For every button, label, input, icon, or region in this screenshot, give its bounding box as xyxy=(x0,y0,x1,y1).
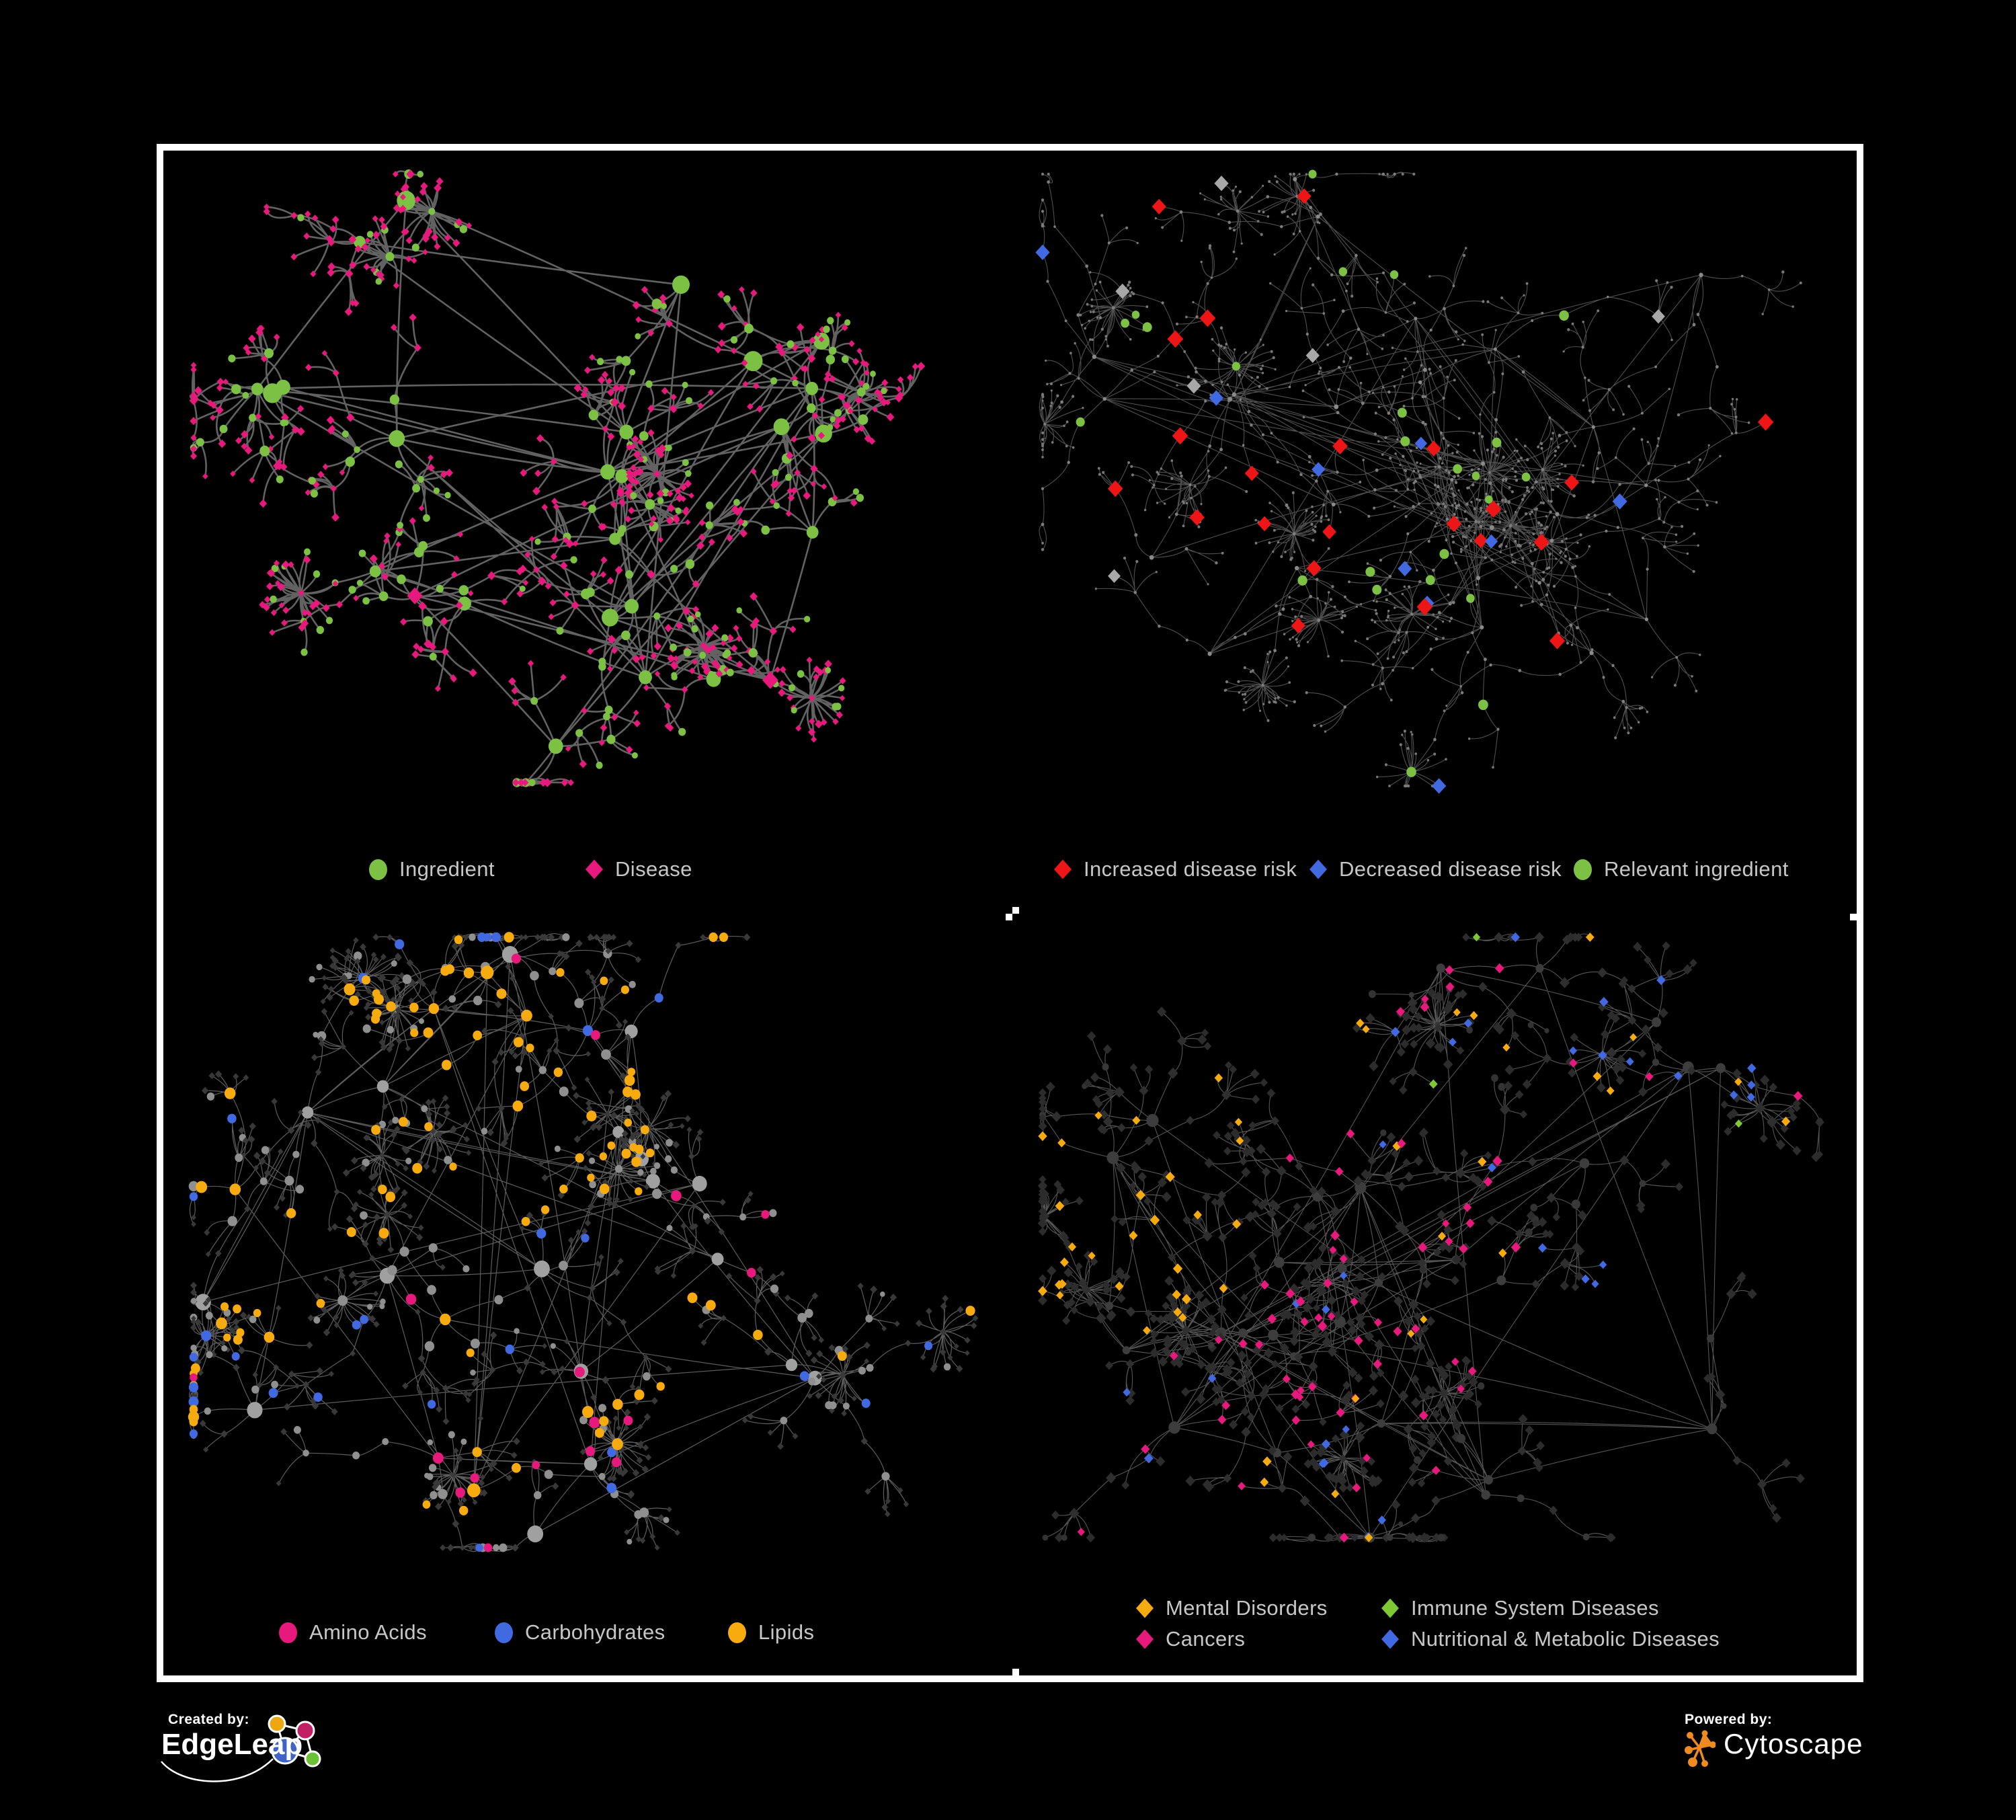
panel-disease-risk-network: Increased disease risk Decreased disease… xyxy=(1012,151,1850,907)
panel-nutrient-class-network: Amino Acids Carbohydrates Lipids xyxy=(163,914,1006,1669)
created-by-label: Created by: xyxy=(168,1712,250,1727)
panel-disease-class-network: Mental Disorders Immune System Diseases … xyxy=(1012,914,1850,1669)
cytoscape-credit: Powered by: Cytoscape xyxy=(1683,1712,1885,1786)
disease-risk-network-graph xyxy=(1035,169,1802,794)
panel-divider-horizontal xyxy=(163,914,1857,920)
cytoscape-name: Cytoscape xyxy=(1724,1728,1863,1759)
disease-class-network-graph xyxy=(1037,932,1824,1544)
cytoscape-logo-icon xyxy=(1685,1730,1716,1767)
edgeleap-credit: Created by: EdgeLeap xyxy=(159,1709,360,1810)
edgeleap-logo-icon xyxy=(161,1714,321,1782)
edgeleap-name: EdgeLeap xyxy=(161,1728,303,1761)
panel-divider-vertical xyxy=(1012,151,1019,1675)
powered-by-label: Powered by: xyxy=(1685,1712,1773,1727)
nutrient-class-network-graph xyxy=(188,932,979,1552)
ingredient-disease-network-graph xyxy=(189,169,926,787)
panel-ingredient-disease-network: Ingredient Disease xyxy=(163,151,1006,907)
figure-frame xyxy=(157,144,1863,1682)
